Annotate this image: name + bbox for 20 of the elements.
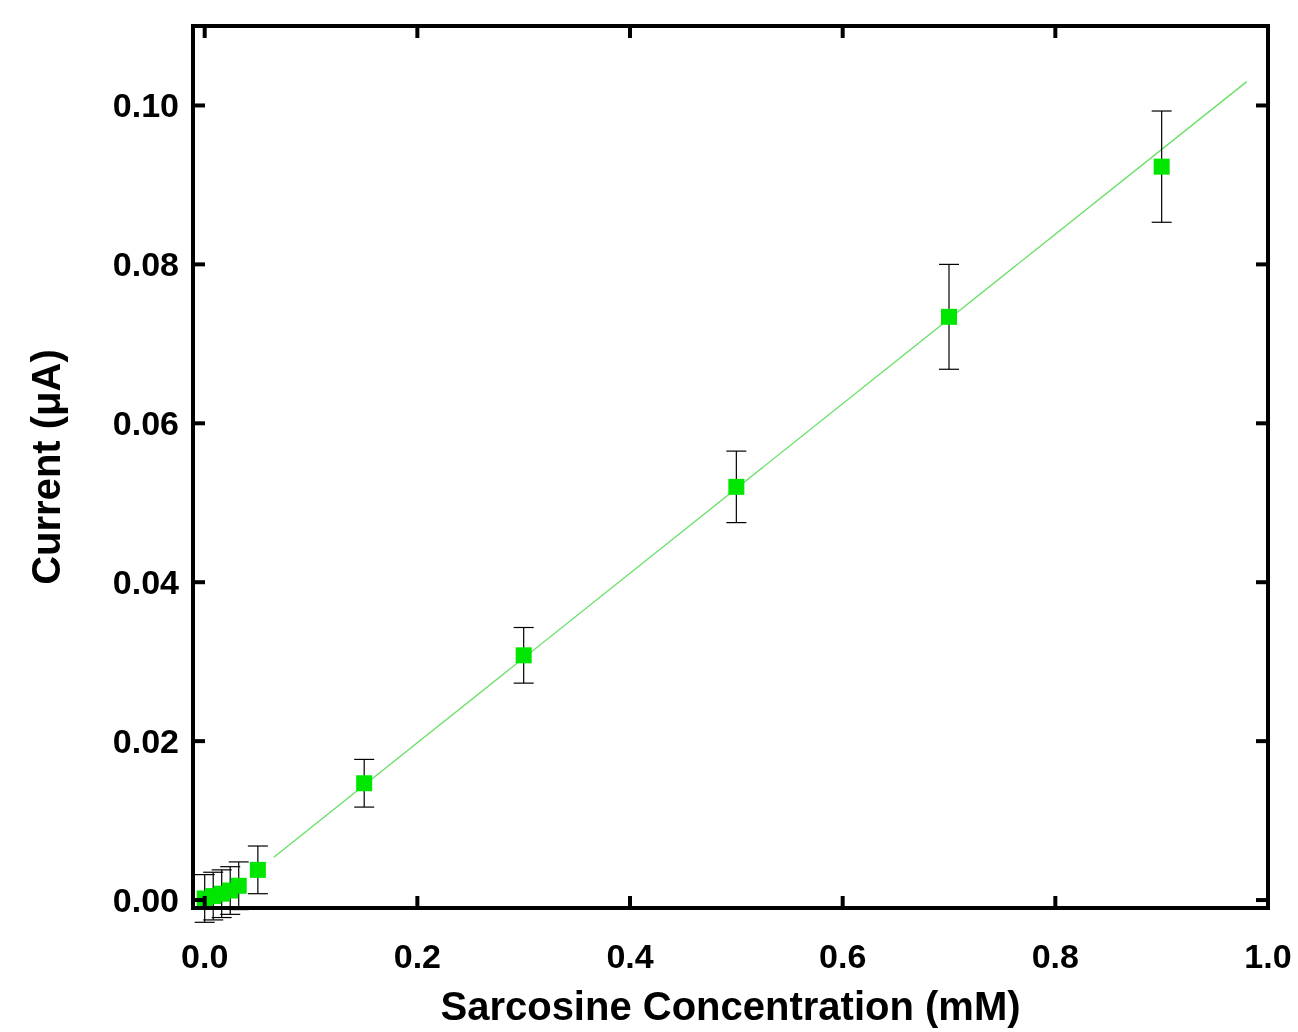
point xyxy=(249,861,266,878)
point xyxy=(356,775,373,792)
x-tick-label: 0.0 xyxy=(181,937,229,975)
y-tick-label: 0.04 xyxy=(112,563,180,602)
y-tick-label: 0.02 xyxy=(112,722,179,761)
point xyxy=(728,478,745,495)
point xyxy=(941,308,958,325)
x-tick-label: 0.4 xyxy=(606,937,654,975)
point xyxy=(1153,158,1170,175)
x-tick-label: 0.8 xyxy=(1031,937,1079,975)
y-tick-label: 0.06 xyxy=(112,404,179,443)
y-tick-label: 0.10 xyxy=(112,86,179,125)
y-axis-title: Current (μA) xyxy=(24,349,68,585)
x-tick-label: 0.2 xyxy=(393,937,441,975)
x-tick-label: 0.6 xyxy=(819,937,867,975)
x-axis-title: Sarcosine Concentration (mM) xyxy=(440,984,1021,1028)
x-tick-label: 1.0 xyxy=(1244,937,1292,975)
point xyxy=(515,647,532,664)
y-tick-label: 0.08 xyxy=(112,245,179,284)
y-tick-label: 0.00 xyxy=(112,880,179,919)
